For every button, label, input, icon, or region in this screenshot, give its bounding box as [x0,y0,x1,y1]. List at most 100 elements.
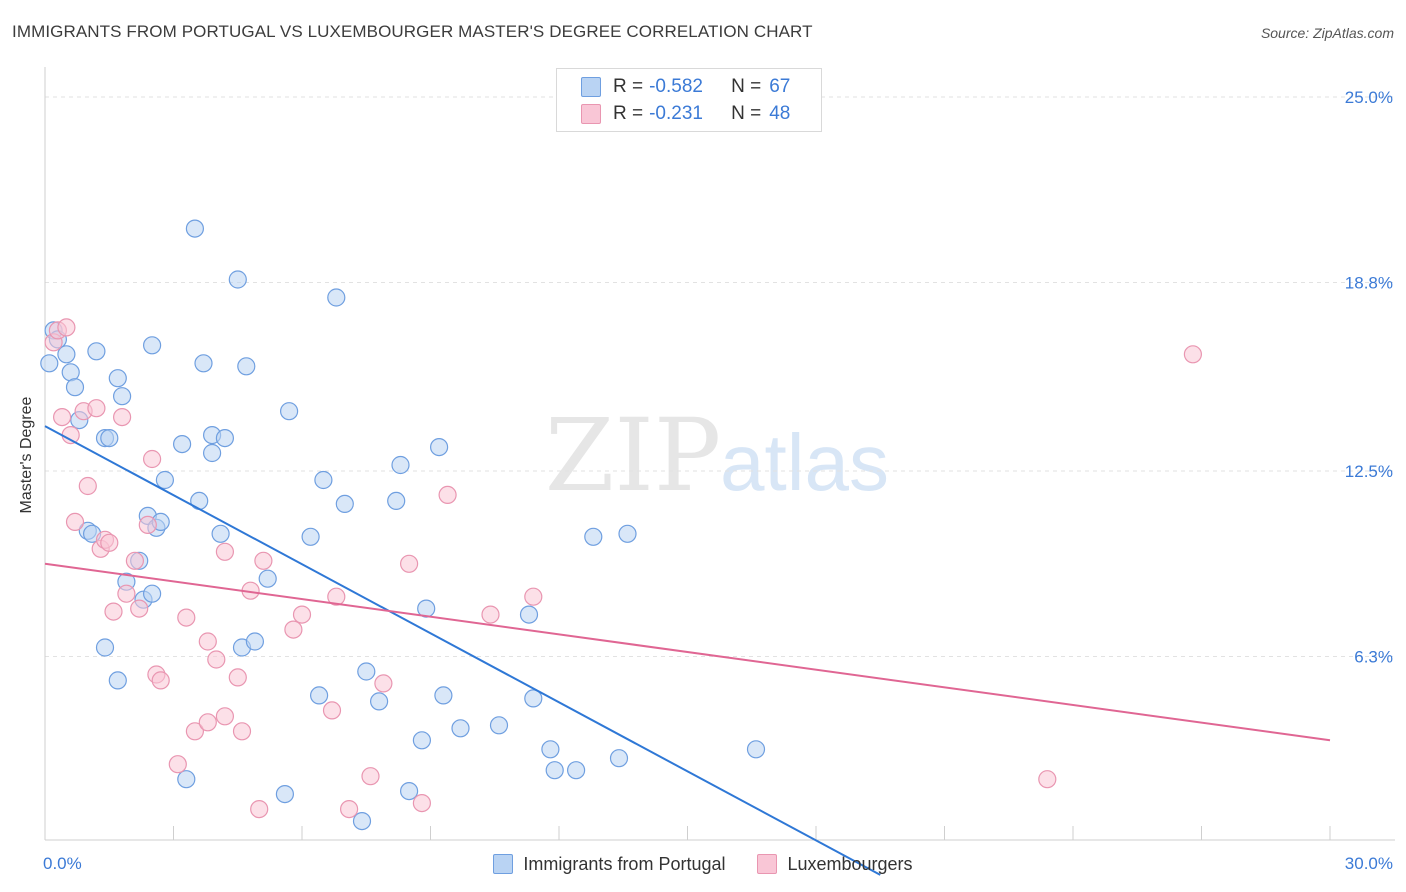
luxembourger-point [254,551,273,570]
luxembourger-point [100,533,119,552]
portugal-point [61,363,80,382]
luxembourger-point [215,707,234,726]
portugal-point [545,761,564,780]
data-points [40,219,1203,831]
legend-n-label: N = [731,103,762,124]
portugal-point [211,524,230,543]
portugal-point [177,770,196,789]
grid-lines [45,96,1395,658]
y-tick-label: 6.3% [1354,648,1393,667]
luxembourger-point [177,608,196,627]
portugal-point [185,219,204,238]
portugal-point [228,270,247,289]
series-swatch-portugal [493,854,514,874]
portugal-point [524,689,543,708]
portugal-point [434,686,453,705]
portugal-point [100,429,119,448]
watermark-atlas: atlas [720,418,889,507]
legend-n-value: 67 [769,76,791,97]
chart-title: IMMIGRANTS FROM PORTUGAL VS LUXEMBOURGER… [12,22,813,41]
portugal-point [57,345,76,364]
correlation-legend: R = -0.582 N = 67 R = -0.231 N = 48 [556,68,822,132]
portugal-point [108,671,127,690]
watermark-zip: ZIP [545,397,721,514]
portugal-point [314,470,333,490]
portugal-point [155,470,174,490]
portugal-trend-line [44,425,881,876]
x-tick-label: 30.0% [1345,854,1393,873]
portugal-point [194,354,213,373]
luxembourger-point [524,587,543,606]
legend-n-label: N = [731,76,762,97]
y-tick-label: 18.8% [1345,274,1393,293]
portugal-point [352,811,372,831]
x-tick-label: 0.0% [43,854,82,873]
legend-row-portugal: R = -0.582 N = 67 [581,75,790,99]
portugal-point [412,731,431,750]
luxembourger-point [232,722,252,741]
luxembourger-point [117,584,136,603]
portugal-point [275,784,294,804]
portugal-point [327,288,346,307]
portugal-point [489,716,509,735]
portugal-point [143,584,162,603]
luxembourger-point [130,599,149,618]
portugal-point [387,491,406,510]
legend-swatch-luxembourgers [581,104,601,124]
luxembourger-point [138,515,157,535]
portugal-point [430,438,449,457]
luxembourger-point [327,587,346,606]
series-label-portugal: Immigrants from Portugal [523,853,726,874]
portugal-point [335,494,354,513]
series-legend-luxembourgers[interactable]: Luxembourgers [757,853,913,875]
legend-swatch-portugal [581,77,601,97]
luxembourger-point [185,722,204,741]
portugal-point [566,761,586,780]
chart-source: Source: ZipAtlas.com [1260,25,1394,41]
luxembourger-point [481,605,500,624]
luxembourger-point [250,799,269,819]
portugal-point [400,781,419,801]
luxembourger-point [374,674,393,693]
portugal-point [301,527,320,546]
portugal-point [618,524,637,543]
luxembourger-point [112,408,132,427]
luxembourger-point [198,713,217,732]
luxembourger-trend-line [44,562,1331,742]
portugal-point [357,662,376,681]
portugal-point [391,455,410,475]
series-legend: Immigrants from Portugal Luxembourgers [0,852,1406,876]
legend-r-value: -0.582 [649,76,703,97]
luxembourger-point [438,485,457,504]
luxembourger-point [104,602,123,621]
series-label-luxembourgers: Luxembourgers [787,853,913,874]
portugal-point [112,387,132,406]
portugal-point [609,749,629,768]
portugal-point [245,632,264,651]
portugal-point [143,336,162,355]
portugal-point [584,527,603,546]
luxembourger-point [151,671,170,690]
luxembourger-point [284,620,303,639]
luxembourger-point [361,767,380,786]
luxembourger-point [1183,345,1203,364]
legend-r-label: R = [613,76,644,97]
axes [44,67,1395,841]
luxembourger-point [78,476,97,496]
portugal-point [258,569,277,588]
portugal-point [215,429,234,448]
luxembourger-point [65,512,85,532]
trend-lines [44,425,1331,876]
portugal-point [237,357,256,376]
portugal-point [451,719,470,738]
luxembourger-point [400,554,419,573]
portugal-point [87,342,106,361]
luxembourger-point [57,318,76,337]
portugal-point [746,740,766,759]
luxembourger-point [292,605,312,624]
y-tick-label: 25.0% [1345,88,1393,107]
luxembourger-point [322,701,342,720]
series-legend-portugal[interactable]: Immigrants from Portugal [493,854,725,875]
luxembourger-point [412,793,431,813]
